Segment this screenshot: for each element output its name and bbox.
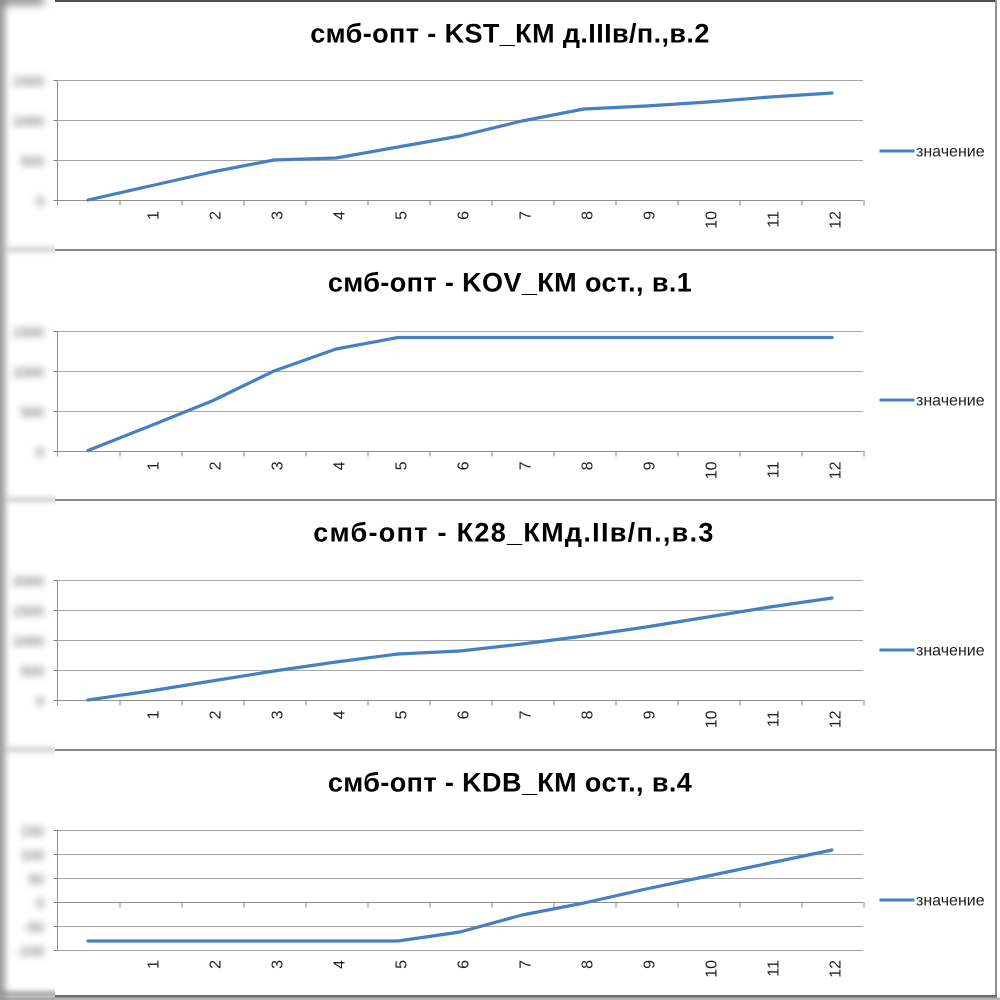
svg-text:значение: значение [916, 393, 985, 410]
svg-text:8: 8 [580, 960, 597, 969]
svg-text:3: 3 [270, 710, 287, 719]
svg-text:2: 2 [208, 710, 225, 719]
svg-text:6: 6 [456, 960, 473, 969]
svg-text:4: 4 [332, 461, 349, 470]
svg-text:12: 12 [828, 211, 845, 229]
svg-text:5: 5 [394, 710, 411, 719]
svg-text:10: 10 [704, 461, 721, 479]
svg-text:10: 10 [704, 211, 721, 229]
svg-text:1: 1 [146, 960, 163, 969]
svg-text:5: 5 [394, 211, 411, 220]
svg-text:9: 9 [642, 710, 659, 719]
svg-text:5: 5 [394, 960, 411, 969]
svg-text:1: 1 [146, 710, 163, 719]
svg-text:11: 11 [766, 960, 783, 977]
svg-text:9: 9 [642, 461, 659, 470]
svg-text:8: 8 [580, 710, 597, 719]
svg-text:7: 7 [518, 960, 535, 969]
svg-text:8: 8 [580, 211, 597, 220]
svg-text:смб-опт - KDB_КМ ост., в.4: смб-опт - KDB_КМ ост., в.4 [328, 768, 692, 798]
svg-text:4: 4 [332, 960, 349, 969]
svg-text:значение: значение [916, 893, 985, 910]
svg-text:смб-опт - К28_КМд.IIв/п.,в.3: смб-опт - К28_КМд.IIв/п.,в.3 [313, 518, 714, 548]
svg-text:3: 3 [270, 960, 287, 969]
svg-text:5: 5 [394, 461, 411, 470]
svg-text:1: 1 [146, 211, 163, 220]
svg-text:6: 6 [456, 211, 473, 220]
svg-text:7: 7 [518, 211, 535, 220]
svg-text:7: 7 [518, 461, 535, 470]
svg-text:6: 6 [456, 461, 473, 470]
svg-text:6: 6 [456, 710, 473, 719]
svg-text:1: 1 [146, 461, 163, 470]
svg-text:2: 2 [208, 960, 225, 969]
svg-text:смб-опт - KST_КМ д.IIIв/п.,в.2: смб-опт - KST_КМ д.IIIв/п.,в.2 [310, 19, 709, 49]
svg-text:2: 2 [208, 211, 225, 220]
svg-text:9: 9 [642, 960, 659, 969]
svg-text:8: 8 [580, 461, 597, 470]
svg-text:2: 2 [208, 461, 225, 470]
svg-text:4: 4 [332, 211, 349, 220]
svg-text:значение: значение [916, 643, 985, 660]
svg-text:10: 10 [704, 710, 721, 728]
svg-text:12: 12 [828, 710, 845, 728]
svg-text:12: 12 [828, 960, 845, 978]
svg-text:значение: значение [916, 144, 985, 161]
svg-text:смб-опт - KOV_КМ ост., в.1: смб-опт - KOV_КМ ост., в.1 [328, 268, 692, 298]
svg-text:9: 9 [642, 211, 659, 220]
svg-text:3: 3 [270, 461, 287, 470]
svg-text:11: 11 [766, 461, 783, 478]
svg-text:4: 4 [332, 710, 349, 719]
svg-text:10: 10 [704, 960, 721, 978]
svg-text:11: 11 [766, 710, 783, 727]
svg-text:11: 11 [766, 211, 783, 228]
svg-text:3: 3 [270, 211, 287, 220]
svg-text:7: 7 [518, 710, 535, 719]
svg-text:12: 12 [828, 461, 845, 479]
